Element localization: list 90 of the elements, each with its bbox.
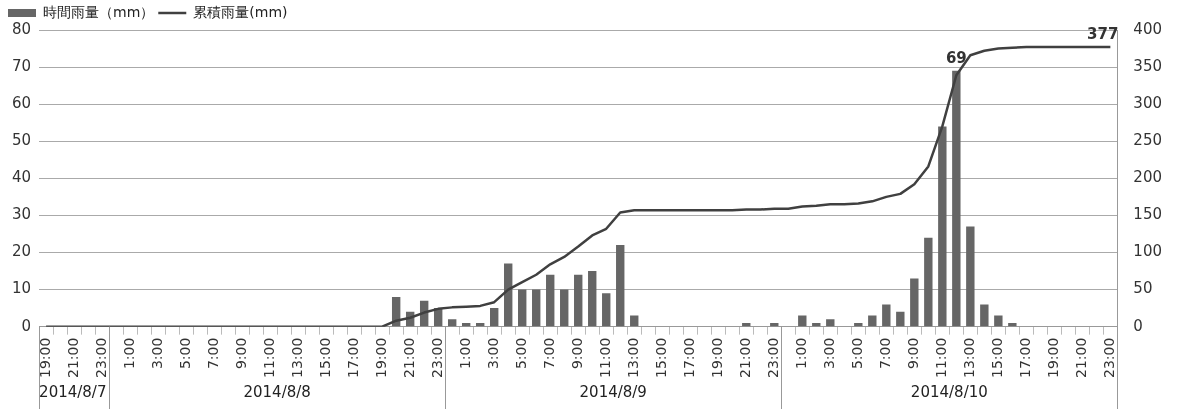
x-tick-label: 7:00 <box>876 337 893 370</box>
x-tick-label: 11:00 <box>596 337 613 379</box>
y2-tick-label: 50 <box>1133 279 1153 298</box>
text: 2014/8/7 <box>39 382 107 401</box>
x-tick-label: 1:00 <box>120 337 137 370</box>
y2-tick-label: 100 <box>1133 242 1163 261</box>
x-tick-label: 3:00 <box>484 337 501 370</box>
x-tick-label: 17:00 <box>680 337 697 379</box>
y-tick-label: 0 <box>21 316 32 335</box>
x-tick-label: 15:00 <box>316 337 333 379</box>
bar <box>966 226 975 327</box>
y2-tick-label: 400 <box>1133 19 1163 38</box>
x-tick-label: 3:00 <box>820 337 837 370</box>
x-tick-label: 17:00 <box>1016 337 1033 379</box>
y-tick-label: 30 <box>11 205 32 224</box>
bar <box>1008 322 1017 327</box>
bar <box>560 289 569 327</box>
x-tick-label: 21:00 <box>736 337 753 379</box>
text: 2014/8/10 <box>910 382 988 401</box>
x-tick-label: 21:00 <box>400 337 417 379</box>
x-tick-label: 1:00 <box>792 337 809 370</box>
x-tick-label: 15:00 <box>988 337 1005 379</box>
x-tick-label: 5:00 <box>512 337 529 370</box>
x-tick-label: 9:00 <box>904 337 921 370</box>
bar <box>490 308 499 327</box>
bar <box>616 245 625 327</box>
bar <box>532 289 541 327</box>
x-tick-label: 15:00 <box>652 337 669 379</box>
bar <box>826 319 835 327</box>
x-tick-label: 21:00 <box>64 337 81 379</box>
bar <box>574 274 583 327</box>
bar <box>602 293 611 327</box>
x-tick-label: 19:00 <box>708 337 725 379</box>
y-tick-label: 70 <box>11 56 32 75</box>
bar <box>868 315 877 327</box>
bar <box>952 70 961 327</box>
x-tick-label: 21:00 <box>1073 337 1089 379</box>
y2-tick-label: 300 <box>1133 94 1163 113</box>
bar <box>994 315 1003 327</box>
y2-tick-label: 350 <box>1133 56 1163 75</box>
x-tick-label: 5:00 <box>176 337 193 370</box>
bar <box>910 278 919 327</box>
legend-label: 時間雨量（mm） <box>43 3 155 20</box>
y2-tick-label: 0 <box>1133 316 1143 335</box>
y2-tick-label: 150 <box>1133 205 1163 224</box>
bar <box>854 322 863 327</box>
data-label: 377 <box>1087 25 1119 44</box>
bar <box>882 304 891 327</box>
x-tick-label: 13:00 <box>624 337 641 379</box>
bar <box>447 319 457 327</box>
x-tick-label: 9:00 <box>232 337 249 370</box>
bar <box>896 311 905 327</box>
x-tick-label: 1:00 <box>456 337 473 370</box>
x-tick-label: 11:00 <box>932 337 949 379</box>
bar <box>924 237 933 327</box>
x-tick-label: 7:00 <box>540 337 557 370</box>
x-tick-label: 19:00 <box>36 337 53 379</box>
x-tick-label: 7:00 <box>204 337 221 370</box>
x-tick-label: 23:00 <box>764 337 781 379</box>
x-tick-label: 23:00 <box>1101 337 1118 379</box>
bar <box>518 289 527 327</box>
x-tick-label: 9:00 <box>568 337 585 370</box>
x-tick-label: 23:00 <box>92 337 109 379</box>
data-label: 69 <box>945 49 967 68</box>
bar <box>588 271 597 327</box>
y-tick-label: 40 <box>11 168 32 187</box>
x-tick-label: 19:00 <box>372 337 389 379</box>
legend-label: 累積雨量(mm) <box>193 3 288 20</box>
y-tick-label: 80 <box>11 19 32 38</box>
x-tick-label: 5:00 <box>848 337 865 370</box>
y-tick-label: 60 <box>11 94 32 113</box>
bar <box>798 315 807 327</box>
y-tick-label: 20 <box>11 242 32 261</box>
bar <box>980 304 989 327</box>
y-tick-label: 50 <box>11 131 32 150</box>
bar <box>546 274 555 327</box>
text: 2014/8/8 <box>243 382 311 401</box>
bar <box>938 126 947 327</box>
text: 2014/8/9 <box>579 382 647 401</box>
x-tick-label: 11:00 <box>260 337 277 379</box>
x-tick-label: 17:00 <box>344 337 361 379</box>
x-tick-label: 3:00 <box>148 337 165 370</box>
x-tick-label: 13:00 <box>288 337 305 379</box>
x-tick-label: 13:00 <box>960 337 977 379</box>
bar <box>630 315 639 327</box>
y-tick-label: 10 <box>11 279 32 298</box>
x-tick-label: 23:00 <box>428 337 445 379</box>
y2-tick-label: 250 <box>1133 131 1163 150</box>
y2-tick-label: 200 <box>1133 168 1163 187</box>
x-tick-label: 19:00 <box>1044 337 1061 379</box>
